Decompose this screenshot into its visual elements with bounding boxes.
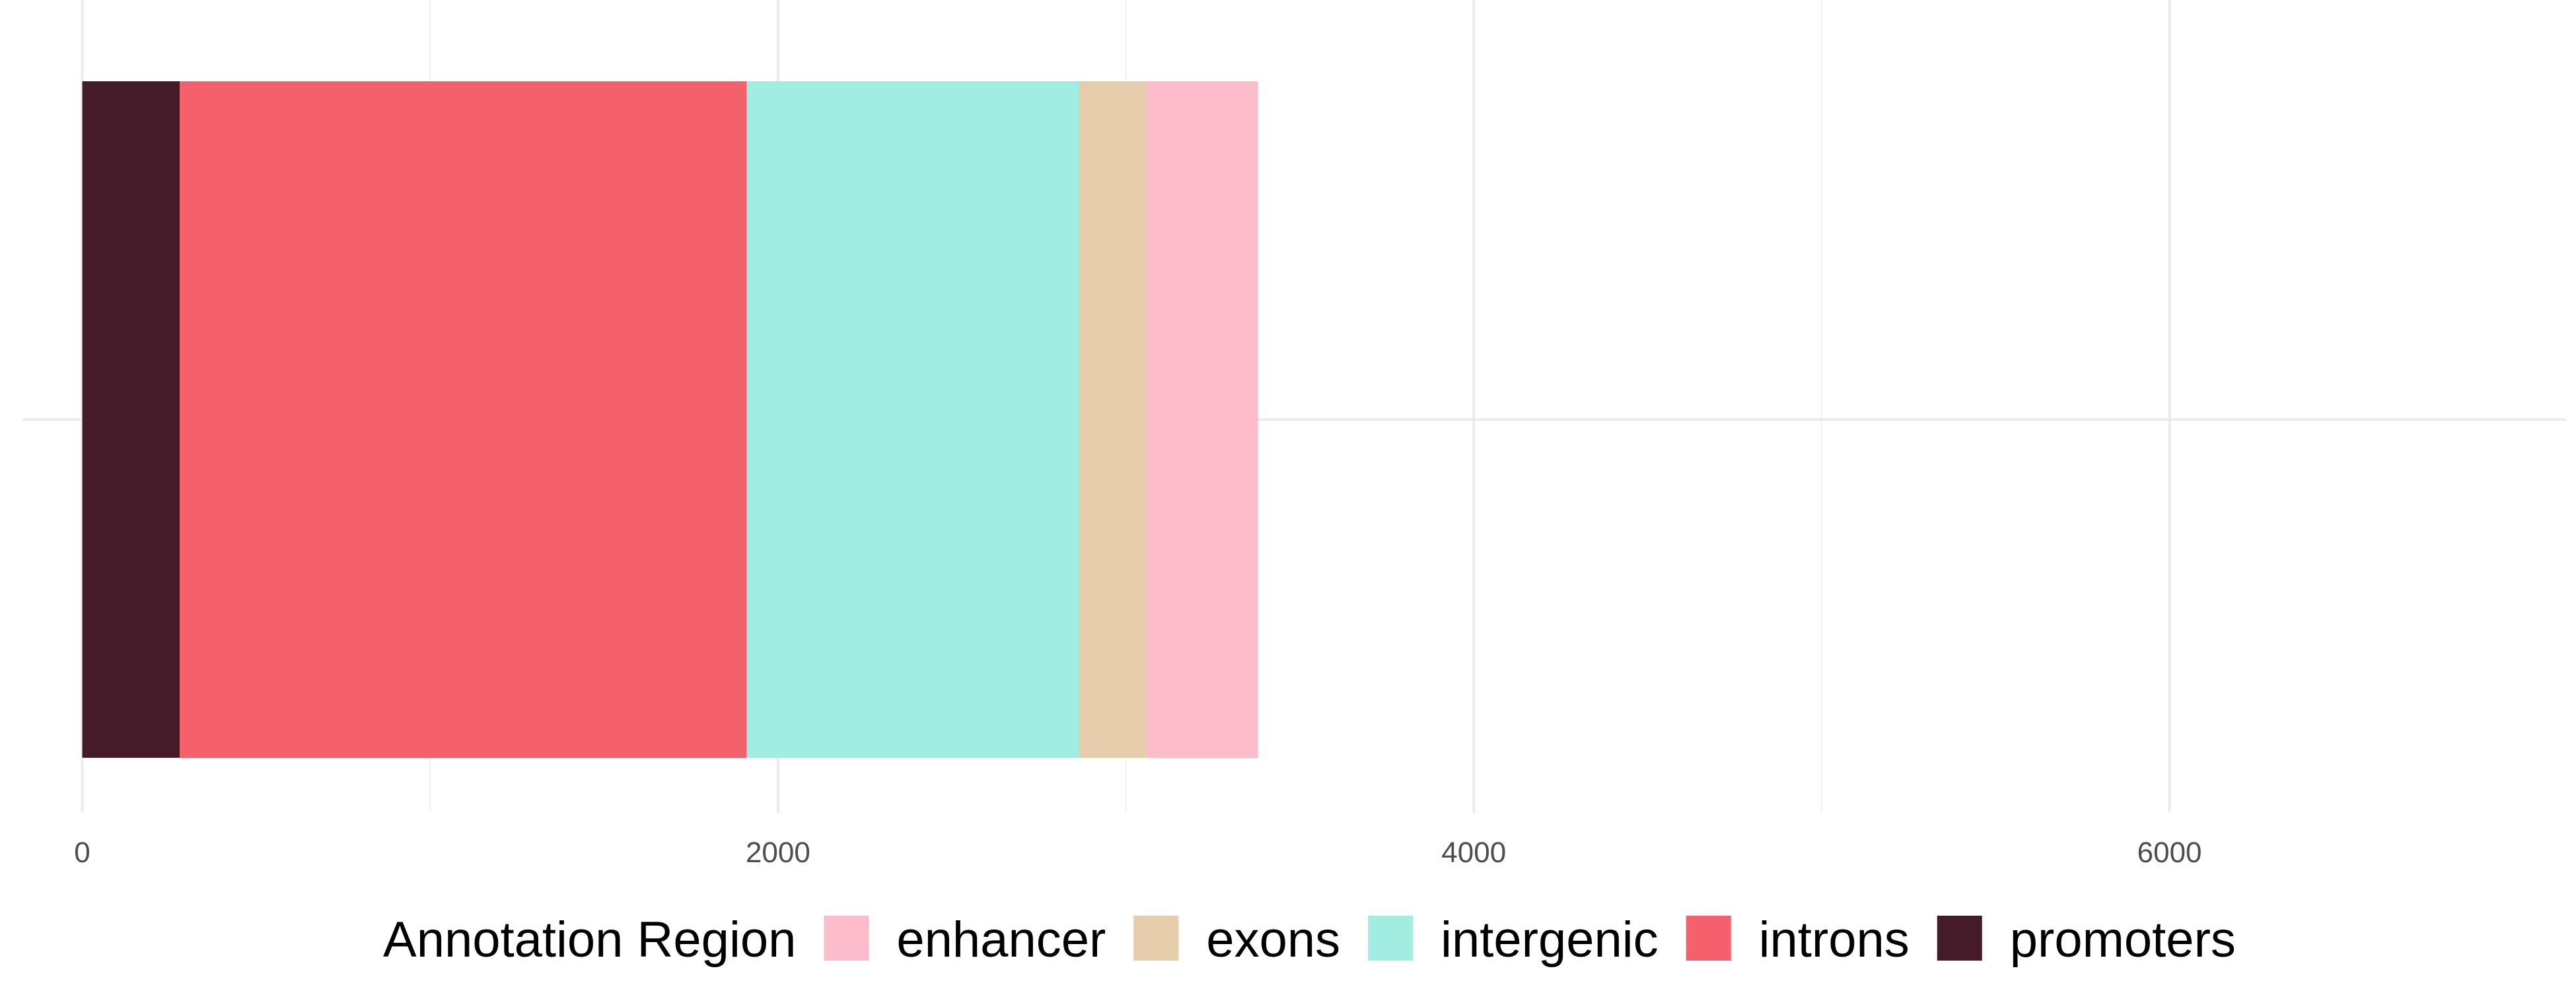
legend-label-promoters: promoters — [2010, 912, 2236, 968]
legend-title: Annotation Region — [383, 912, 796, 968]
legend-key-exons — [1133, 916, 1178, 961]
legend-key-introns — [1686, 916, 1731, 961]
bar-segment-exons — [1079, 81, 1147, 758]
bar-segment-promoters — [83, 81, 180, 758]
x-tick-label-6000: 6000 — [2137, 836, 2202, 869]
legend: Annotation Region enhancer exons intergeni… — [383, 912, 2236, 968]
bar-segments — [83, 81, 1258, 758]
legend-items: enhancer exons intergenic introns promoters — [824, 912, 2236, 968]
bar-segment-introns — [180, 81, 746, 758]
legend-key-intergenic — [1368, 916, 1413, 961]
legend-label-intergenic: intergenic — [1441, 912, 1659, 968]
legend-key-enhancer — [824, 916, 869, 961]
x-tick-label-2000: 2000 — [746, 836, 810, 869]
bar-segment-enhancer — [1147, 81, 1258, 758]
x-axis-tick-labels: 0 2000 4000 6000 — [74, 836, 2201, 869]
x-tick-label-0: 0 — [74, 836, 90, 869]
legend-key-promoters — [1937, 916, 1982, 961]
legend-label-exons: exons — [1206, 912, 1340, 968]
legend-label-enhancer: enhancer — [896, 912, 1106, 968]
x-tick-label-4000: 4000 — [1441, 836, 1506, 869]
legend-label-introns: introns — [1759, 912, 1910, 968]
bar-segment-intergenic — [746, 81, 1079, 758]
